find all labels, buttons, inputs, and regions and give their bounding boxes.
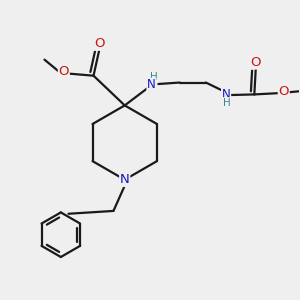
Text: H: H xyxy=(150,73,158,82)
Text: O: O xyxy=(94,37,105,50)
Text: O: O xyxy=(58,65,69,78)
Text: N: N xyxy=(147,78,156,92)
Text: O: O xyxy=(250,56,261,69)
Text: N: N xyxy=(120,173,130,186)
Text: O: O xyxy=(278,85,289,98)
Text: N: N xyxy=(222,88,230,101)
Text: H: H xyxy=(223,98,231,108)
